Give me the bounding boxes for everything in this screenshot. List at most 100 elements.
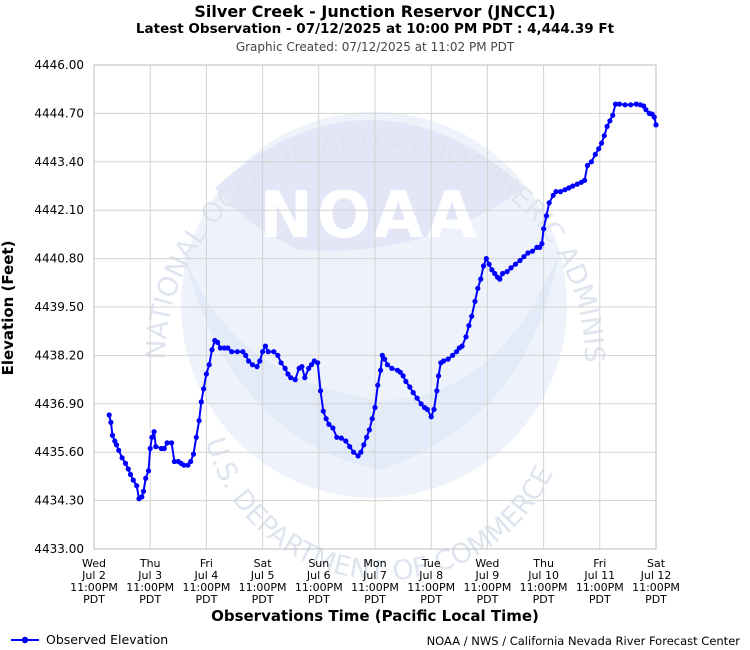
data-point [334, 434, 340, 440]
data-point [539, 241, 545, 247]
data-point [198, 399, 204, 405]
data-point [459, 343, 465, 349]
x-tick-day: Mon [363, 557, 386, 570]
data-point [292, 377, 298, 383]
data-point [323, 416, 329, 422]
data-point [541, 226, 547, 232]
data-point [271, 349, 277, 355]
data-point [125, 466, 131, 472]
x-tick-time: 11:00PM [295, 581, 343, 594]
data-point [407, 384, 413, 390]
x-tick-date: Jul 6 [306, 569, 331, 582]
data-point [628, 102, 634, 108]
data-point [364, 434, 370, 440]
data-point [358, 449, 364, 455]
data-point [463, 334, 469, 340]
data-point [418, 401, 424, 407]
x-tick-date: Jul 10 [527, 569, 559, 582]
data-point [424, 406, 430, 412]
data-point [483, 256, 489, 262]
data-point [113, 442, 120, 448]
data-point [372, 404, 378, 411]
x-tick-day: Fri [200, 557, 213, 570]
x-tick-day: Thu [139, 557, 161, 570]
x-tick-label: Wed Jul 2 11:00PM PDT [70, 557, 118, 606]
data-point [492, 270, 498, 277]
data-point [557, 189, 564, 195]
data-point [500, 270, 506, 277]
x-tick-time: 11:00PM [239, 581, 287, 594]
data-point [512, 261, 519, 267]
x-tick-day: Wed [475, 557, 499, 570]
y-tick-label: 4433.00 [34, 542, 84, 556]
data-point [400, 373, 406, 379]
data-point [161, 445, 167, 452]
data-point [203, 371, 209, 377]
data-point [550, 192, 556, 198]
data-point [246, 358, 252, 364]
data-point [193, 434, 199, 440]
data-point [584, 162, 591, 169]
x-tick-time: 11:00PM [520, 581, 568, 594]
x-tick-date: Jul 3 [137, 569, 162, 582]
data-point [369, 416, 375, 422]
x-tick-label: Sun Jul 6 11:00PM PDT [295, 557, 343, 606]
data-point [570, 183, 576, 189]
data-point [472, 298, 478, 304]
x-tick-time: 11:00PM [463, 581, 511, 594]
data-point [521, 254, 527, 260]
x-tick-label: Sat Jul 12 11:00PM PDT [632, 557, 680, 606]
data-point [217, 345, 223, 351]
x-tick-tz: PDT [645, 593, 667, 606]
data-point [525, 250, 531, 256]
data-point [234, 349, 240, 355]
grid [93, 64, 657, 550]
data-point [343, 438, 349, 444]
agency-credit: NOAA / NWS / California Nevada River For… [426, 634, 740, 648]
y-tick-label: 4440.80 [34, 252, 84, 266]
data-point [633, 101, 639, 107]
data-point [188, 458, 194, 465]
noaa-watermark: NOAA NATIONAL OCEANIC AND ATMOSPHERIC AD… [0, 0, 609, 587]
x-tick-tz: PDT [533, 593, 555, 606]
x-tick-day: Thu [532, 557, 554, 570]
noaa-logo-text: NOAA [259, 179, 480, 253]
elevation-chart: NOAA NATIONAL OCEANIC AND ATMOSPHERIC AD… [0, 0, 680, 625]
data-point [119, 455, 125, 461]
chart-title: Silver Creek - Junction Reservor (JNCC1) [194, 2, 556, 21]
data-point [134, 483, 140, 489]
y-axis-ticks: 4433.00 4434.30 4435.60 4436.90 4438.20 4439.… [34, 58, 84, 556]
data-point [229, 349, 235, 355]
data-point [206, 362, 212, 368]
data-point [122, 460, 129, 466]
data-point [215, 339, 221, 345]
y-tick-label: 4442.10 [34, 203, 84, 217]
data-point [308, 362, 315, 368]
data-point [260, 349, 266, 355]
legend: Observed Elevation [10, 632, 168, 647]
data-point [610, 112, 616, 118]
data-point [431, 406, 437, 412]
data-point [588, 159, 595, 165]
data-point [190, 451, 197, 457]
x-tick-day: Sat [254, 557, 273, 570]
data-point [466, 323, 472, 329]
legend-label: Observed Elevation [46, 632, 169, 647]
data-point [598, 140, 605, 146]
data-point [249, 362, 256, 368]
data-point [366, 427, 372, 433]
data-point [355, 453, 361, 459]
x-axis-label: Observations Time (Pacific Local Time) [211, 607, 539, 625]
x-tick-date: Jul 7 [362, 569, 387, 582]
data-point [164, 440, 170, 446]
x-tick-label: Tue Jul 8 11:00PM PDT [407, 557, 455, 606]
x-tick-time: 11:00PM [632, 581, 680, 594]
data-point [529, 248, 536, 254]
data-point [185, 462, 191, 468]
x-tick-tz: PDT [420, 593, 442, 606]
data-point [317, 388, 324, 394]
data-point [616, 101, 623, 107]
data-point [546, 200, 552, 206]
data-point [441, 358, 447, 364]
